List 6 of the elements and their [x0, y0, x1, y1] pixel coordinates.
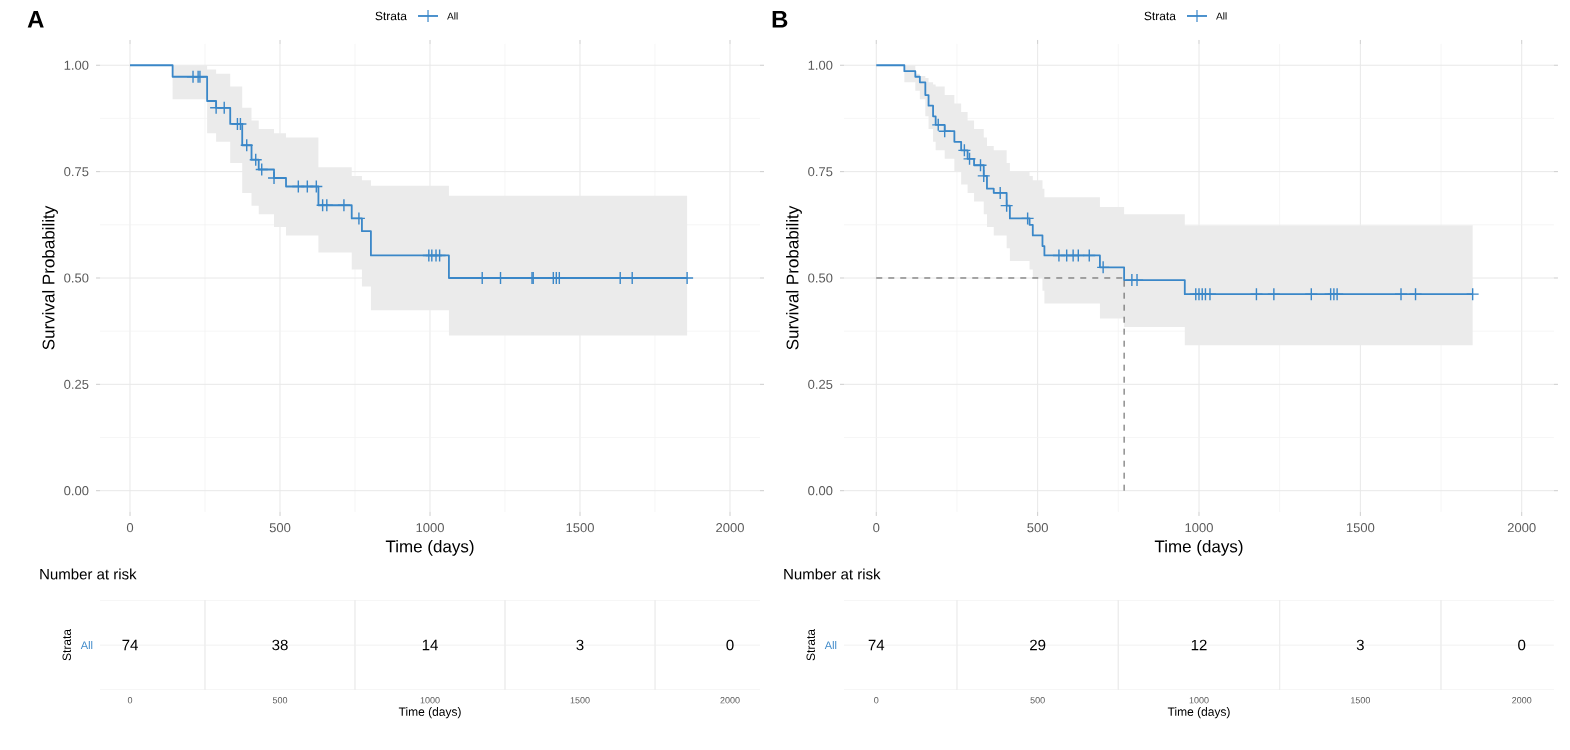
chart-title: A [27, 11, 44, 28]
y-axis-title: Survival Probability [42, 205, 58, 350]
y-axis-title: Survival Probability [786, 205, 802, 350]
x-axis-title: Time (days) [1154, 539, 1243, 556]
chart-title: B [772, 11, 788, 28]
x-axis-title: Time (days) [385, 539, 474, 556]
